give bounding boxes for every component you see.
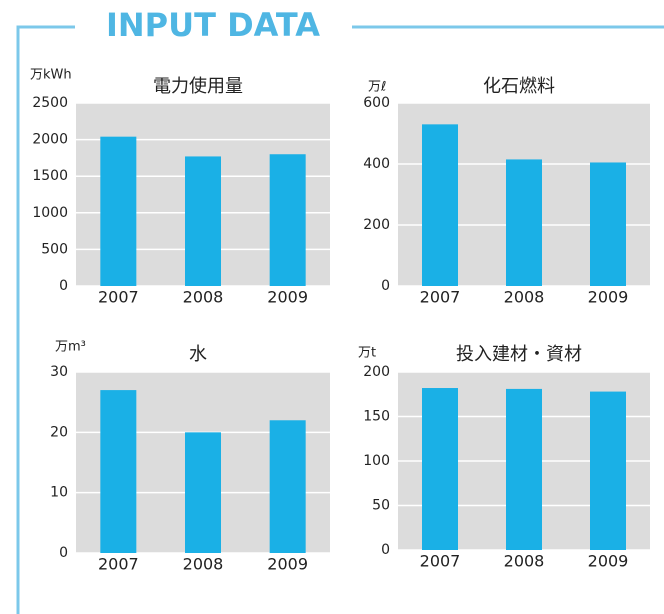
chart-title: 投入建材・資材 — [456, 344, 582, 365]
header-title: INPUT DATA — [106, 6, 320, 44]
bar — [100, 390, 137, 553]
y-tick-label: 600 — [363, 95, 390, 111]
bar — [269, 154, 306, 286]
y-tick-label: 2000 — [32, 132, 68, 148]
x-tick-label: 2009 — [267, 555, 308, 574]
y-tick-label: 200 — [363, 217, 390, 233]
chart-title: 電力使用量 — [153, 76, 243, 97]
x-tick-label: 2007 — [98, 555, 139, 574]
y-tick-label: 10 — [50, 485, 68, 501]
y-tick-label: 100 — [363, 453, 390, 469]
x-tick-label: 2009 — [588, 552, 629, 571]
bar — [422, 388, 458, 550]
y-tick-label: 150 — [363, 409, 390, 425]
bar — [506, 388, 542, 550]
bar — [590, 391, 626, 550]
bar — [185, 156, 221, 286]
y-unit-label: 万ℓ — [368, 80, 386, 95]
bar — [506, 159, 542, 286]
x-tick-label: 2008 — [183, 288, 224, 307]
y-unit-label: 万kWh — [30, 68, 72, 83]
x-tick-label: 2007 — [98, 288, 139, 307]
y-tick-label: 400 — [363, 156, 390, 172]
x-tick-label: 2008 — [504, 288, 545, 307]
x-tick-label: 2008 — [504, 552, 545, 571]
y-tick-label: 0 — [59, 545, 68, 561]
x-tick-label: 2008 — [183, 555, 224, 574]
y-tick-label: 1000 — [32, 205, 68, 221]
chart-title: 水 — [189, 344, 207, 365]
y-tick-label: 200 — [363, 364, 390, 380]
bar — [590, 162, 626, 286]
y-tick-label: 30 — [50, 364, 68, 380]
y-tick-label: 50 — [372, 498, 390, 514]
x-tick-label: 2007 — [420, 288, 461, 307]
y-tick-label: 1500 — [32, 168, 68, 184]
y-unit-label: 万t — [358, 346, 376, 361]
x-tick-label: 2009 — [588, 288, 629, 307]
y-tick-label: 20 — [50, 424, 68, 440]
x-tick-label: 2009 — [267, 288, 308, 307]
y-unit-label: 万m³ — [55, 340, 86, 355]
y-tick-label: 0 — [381, 542, 390, 558]
y-tick-label: 2500 — [32, 95, 68, 111]
chart-title: 化石燃料 — [483, 76, 555, 97]
bar — [269, 420, 306, 553]
y-tick-label: 0 — [381, 278, 390, 294]
bar — [422, 124, 458, 286]
bar — [185, 432, 221, 553]
frame — [16, 25, 664, 614]
y-tick-label: 0 — [59, 278, 68, 294]
y-tick-label: 500 — [41, 241, 68, 257]
x-tick-label: 2007 — [420, 552, 461, 571]
bar — [100, 136, 137, 286]
